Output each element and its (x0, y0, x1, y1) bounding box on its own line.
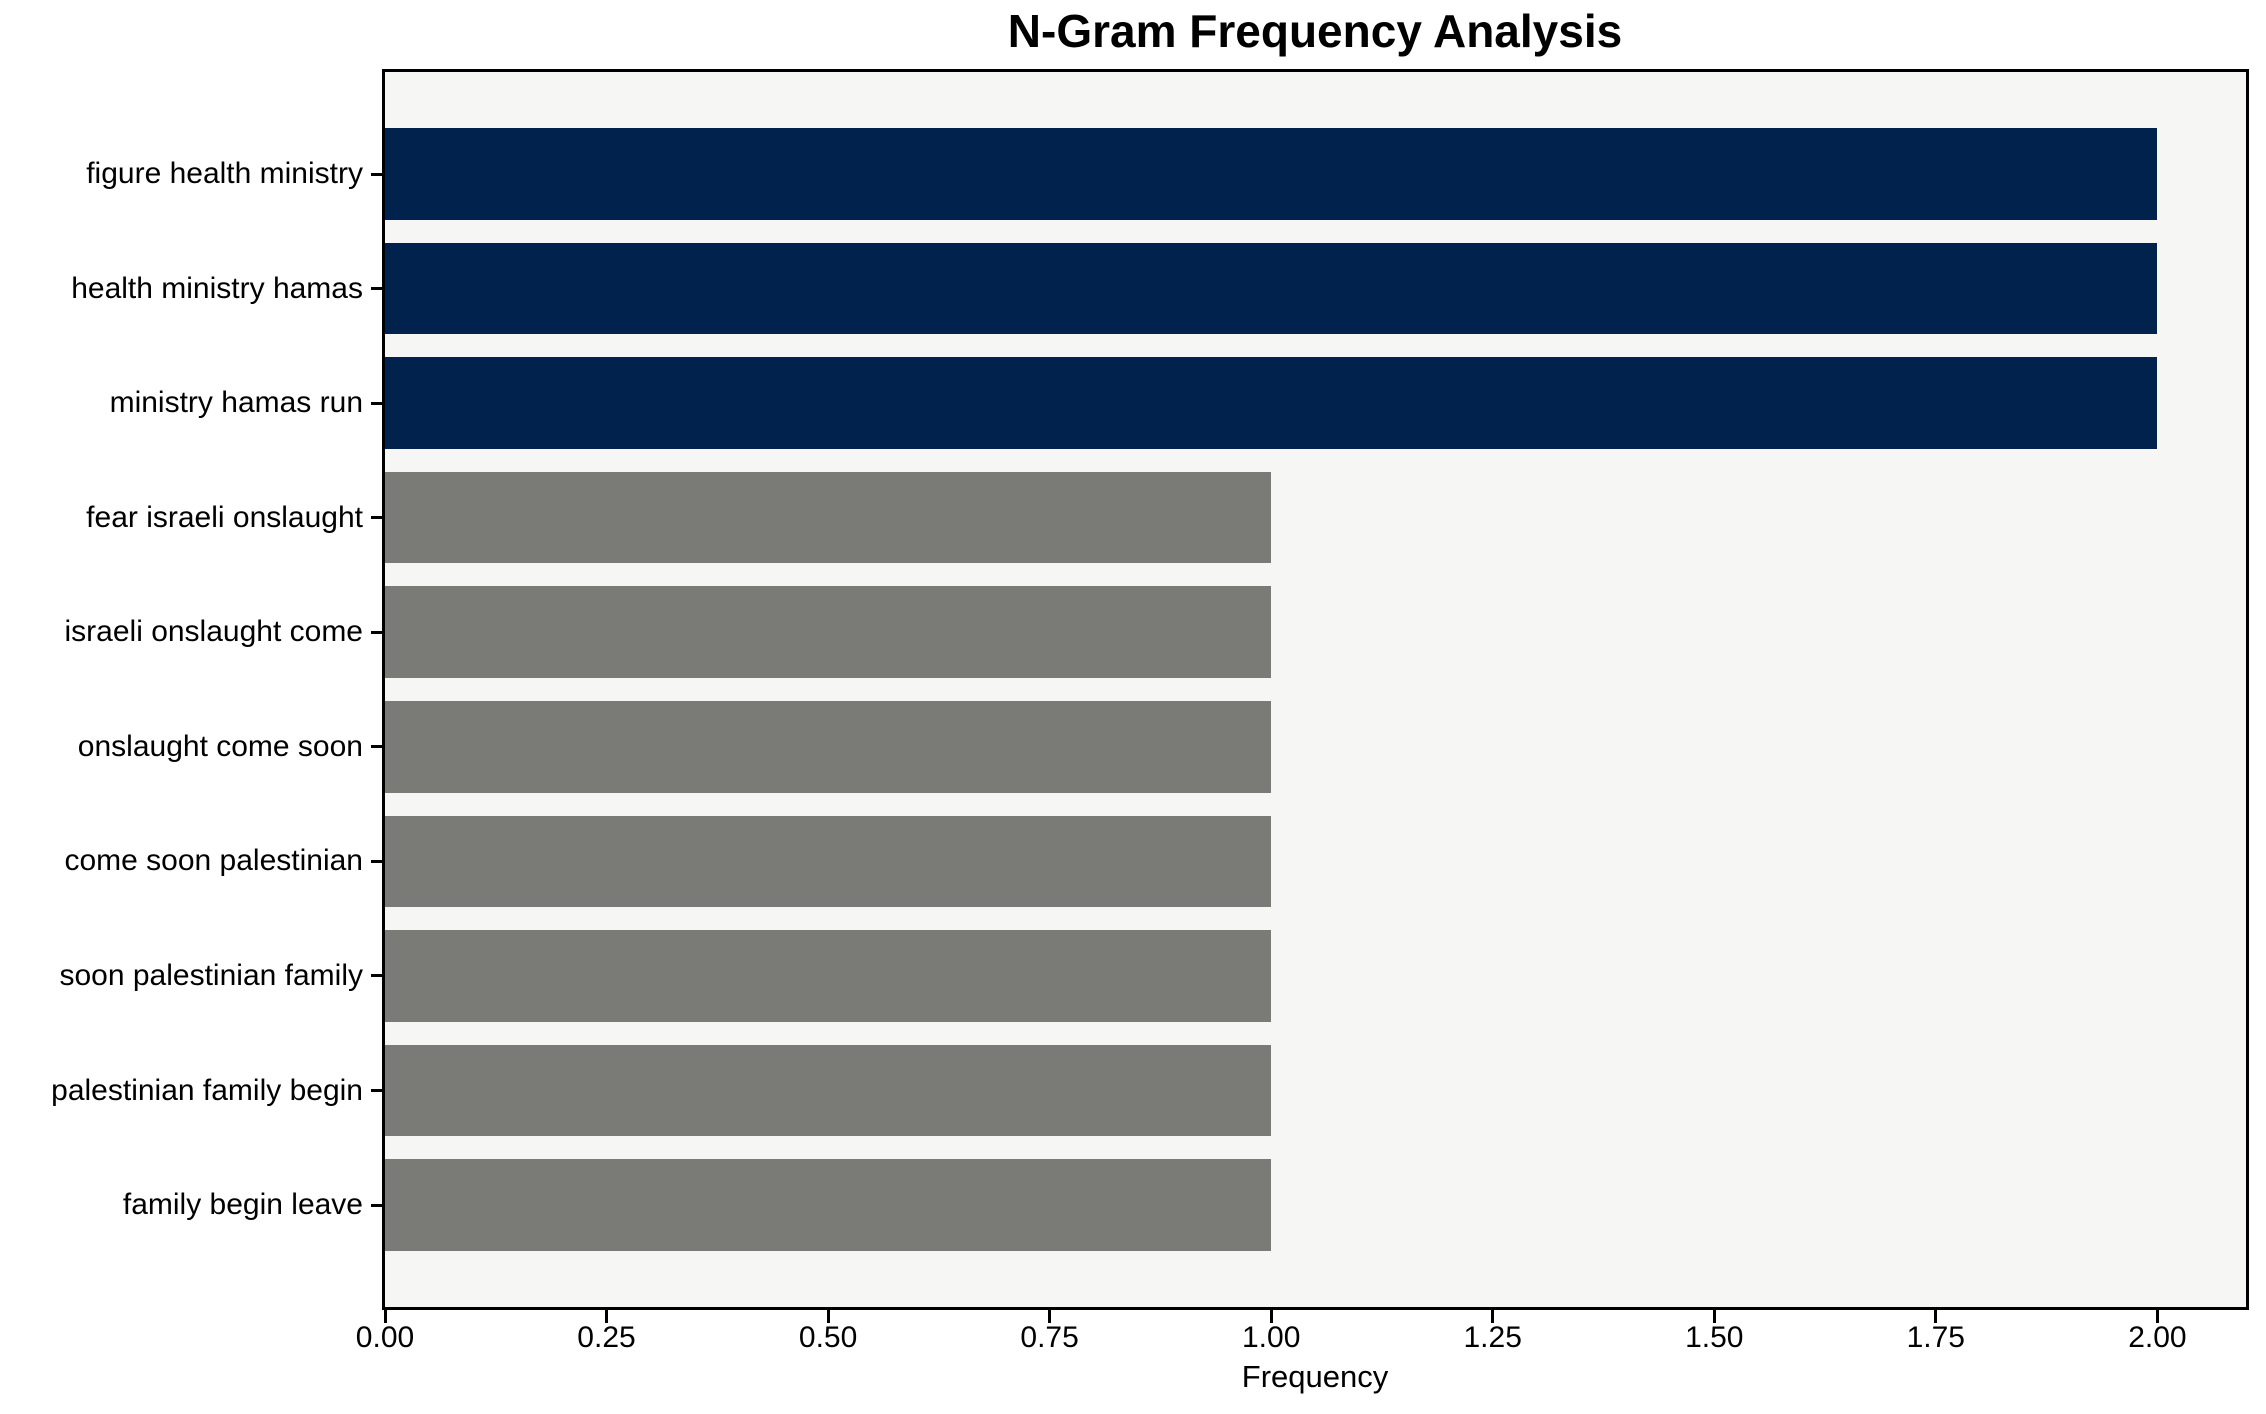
bar (385, 930, 1272, 1022)
y-tick-label: onslaught come soon (77, 729, 363, 763)
bar (385, 1044, 1272, 1137)
x-tick-label: 0.75 (1020, 1321, 1079, 1354)
y-tick-label: soon palestinian family (59, 958, 363, 992)
x-tick-mark (1934, 1310, 1938, 1323)
bar (385, 701, 1272, 793)
x-tick-label: 0.00 (355, 1321, 415, 1354)
bar (385, 242, 2158, 335)
y-tick-mark (371, 401, 384, 405)
y-tick-mark (371, 630, 384, 634)
y-tick-mark (371, 172, 384, 176)
y-tick-label: fear israeli onslaught (86, 500, 363, 534)
y-tick-label: family begin leave (122, 1188, 363, 1221)
y-tick-label: palestinian family begin (51, 1073, 363, 1107)
x-tick-label: 2.00 (2128, 1321, 2187, 1354)
y-tick-mark (371, 1203, 384, 1207)
x-tick-label: 1.00 (1241, 1321, 1301, 1354)
y-tick-label: come soon palestinian (64, 844, 363, 878)
x-tick-mark (826, 1310, 830, 1323)
bar (385, 471, 1272, 564)
x-tick-mark (605, 1310, 608, 1323)
y-tick-mark (371, 287, 384, 290)
bar (385, 357, 2158, 449)
x-tick-label: 0.50 (798, 1321, 858, 1354)
plot-area (382, 69, 2249, 1310)
x-tick-mark (1491, 1310, 1495, 1323)
bar (385, 815, 1272, 908)
y-tick-mark (371, 974, 384, 978)
y-tick-mark (371, 859, 384, 863)
x-tick-mark (2155, 1310, 2159, 1323)
bar (385, 1159, 1272, 1251)
x-tick-label: 0.25 (577, 1321, 636, 1354)
x-tick-label: 1.75 (1906, 1321, 1965, 1354)
x-axis-title: Frequency (1241, 1359, 1389, 1394)
y-tick-label: health ministry hamas (71, 271, 363, 305)
x-tick-mark (1048, 1310, 1052, 1323)
bar (385, 128, 2158, 220)
y-tick-label: israeli onslaught come (64, 615, 364, 649)
y-tick-mark (371, 745, 384, 749)
chart-title: N-Gram Frequency Analysis (1007, 5, 1623, 57)
y-tick-label: ministry hamas run (109, 386, 363, 420)
x-tick-mark (1269, 1310, 1273, 1323)
x-tick-mark (383, 1310, 387, 1323)
y-tick-mark (371, 1089, 384, 1092)
x-tick-label: 1.50 (1685, 1321, 1744, 1354)
x-tick-mark (1712, 1310, 1716, 1323)
bar (385, 586, 1272, 679)
x-tick-label: 1.25 (1463, 1321, 1522, 1354)
y-tick-mark (371, 516, 384, 520)
y-tick-label: figure health ministry (86, 157, 363, 190)
